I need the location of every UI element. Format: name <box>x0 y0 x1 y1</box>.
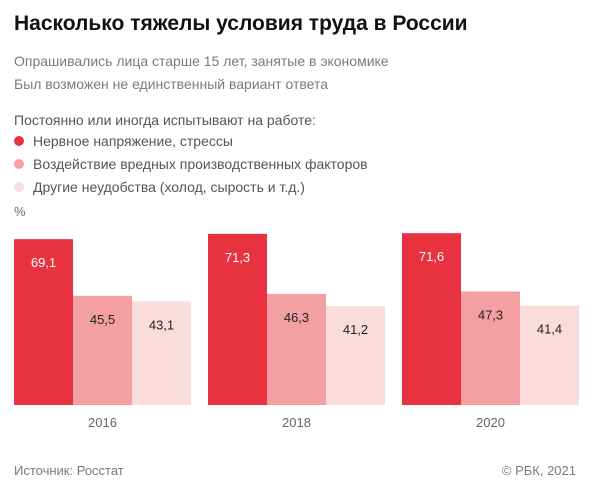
source-note: Источник: Росстат <box>14 463 124 478</box>
data-label-2016-series-2: 45,5 <box>90 312 115 327</box>
legend-label-harmful-factors: Воздействие вредных производственных фак… <box>33 156 368 172</box>
data-label-2016-series-1: 69,1 <box>31 255 56 270</box>
data-label-2018-series-1: 71,3 <box>225 250 250 265</box>
bar-2020-series-3 <box>520 305 579 405</box>
bar-2020-series-2 <box>461 291 520 405</box>
bar-2016-series-1 <box>14 239 73 405</box>
y-unit-label: % <box>14 204 26 219</box>
bar-2018-series-3 <box>326 306 385 405</box>
copyright-note: © РБК, 2021 <box>501 463 576 478</box>
legend-swatch-harmful-factors <box>14 159 24 169</box>
data-label-2020-series-3: 41,4 <box>537 322 562 337</box>
bar-2020-series-1 <box>402 233 461 405</box>
legend-swatch-stress <box>14 136 24 146</box>
bar-2018-series-2 <box>267 293 326 405</box>
legend-title: Постоянно или иногда испытывают на работ… <box>14 112 316 128</box>
bar-2016-series-3 <box>132 301 191 405</box>
legend-label-stress: Нервное напряжение, стрессы <box>33 133 233 149</box>
data-label-2018-series-3: 41,2 <box>343 322 368 337</box>
data-label-2020-series-1: 71,6 <box>419 249 444 264</box>
x-tick-label-2018: 2018 <box>282 415 311 430</box>
chart-subtitle-1: Опрашивались лица старше 15 лет, занятые… <box>14 53 389 69</box>
legend-item-other-discomforts: Другие неудобства (холод, сырость и т.д.… <box>14 178 305 196</box>
bar-2016-series-2 <box>73 295 132 405</box>
data-label-2020-series-2: 47,3 <box>478 307 503 322</box>
data-label-2016-series-3: 43,1 <box>149 318 174 333</box>
data-label-2018-series-2: 46,3 <box>284 310 309 325</box>
chart-title: Насколько тяжелы условия труда в России <box>14 12 468 35</box>
x-tick-label-2020: 2020 <box>476 415 505 430</box>
legend-label-other-discomforts: Другие неудобства (холод, сырость и т.д.… <box>33 179 305 195</box>
x-tick-label-2016: 2016 <box>88 415 117 430</box>
legend-item-harmful-factors: Воздействие вредных производственных фак… <box>14 155 368 173</box>
chart-subtitle-2: Был возможен не единственный вариант отв… <box>14 76 329 92</box>
legend-swatch-other-discomforts <box>14 182 24 192</box>
legend-item-stress: Нервное напряжение, стрессы <box>14 132 233 150</box>
bar-2018-series-1 <box>208 233 267 405</box>
